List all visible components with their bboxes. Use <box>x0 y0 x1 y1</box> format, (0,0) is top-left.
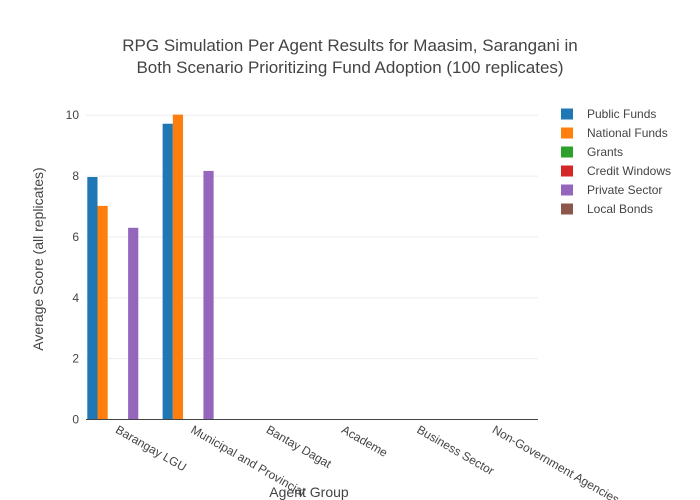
chart-title-line-1: RPG Simulation Per Agent Results for Maa… <box>122 36 577 55</box>
y-tick-label: 6 <box>72 230 79 244</box>
y-tick-label: 8 <box>72 169 79 183</box>
legend-label: Credit Windows <box>587 164 671 178</box>
legend-swatch <box>561 203 573 215</box>
legend-swatch <box>561 146 573 158</box>
x-tick-label: Bantay Dagat <box>264 422 335 471</box>
legend-swatch <box>561 165 573 177</box>
legend-swatch <box>561 184 573 196</box>
x-tick-label: Non-Government Agencies <box>490 422 622 500</box>
y-tick-label: 0 <box>72 413 79 427</box>
legend-swatch <box>561 108 573 120</box>
bar-private-sector <box>128 227 139 420</box>
y-tick-label: 2 <box>72 352 79 366</box>
bar-national-funds <box>97 205 108 420</box>
x-tick-label: Business Sector <box>415 422 497 477</box>
legend: Public Funds National Funds Grants Credit W… <box>561 107 671 216</box>
bar-public-funds <box>162 123 173 420</box>
y-tick-label: 4 <box>72 291 79 305</box>
legend-swatch <box>561 127 573 139</box>
x-tick-label: Barangay LGU <box>113 422 189 474</box>
y-tick-label: 10 <box>66 108 80 122</box>
gridlines <box>86 114 538 360</box>
y-tick-labels: 0 2 4 6 8 10 <box>66 108 80 426</box>
legend-label: National Funds <box>587 126 668 140</box>
x-axis-title: Agent Group <box>269 484 349 500</box>
chart-title-line-2: Both Scenario Prioritizing Fund Adoption… <box>136 58 563 77</box>
legend-label: Private Sector <box>587 183 662 197</box>
x-tick-label: Academe <box>339 422 390 460</box>
x-tick-labels: Barangay LGU Municipal and ProvincialBant… <box>113 422 621 500</box>
bar-public-funds <box>87 176 98 420</box>
legend-label: Grants <box>587 145 623 159</box>
y-axis-title: Average Score (all replicates) <box>30 167 46 350</box>
bar-private-sector <box>203 170 214 420</box>
legend-label: Public Funds <box>587 107 656 121</box>
legend-label: Local Bonds <box>587 202 653 216</box>
bar-national-funds <box>172 114 184 420</box>
bars <box>87 114 214 420</box>
